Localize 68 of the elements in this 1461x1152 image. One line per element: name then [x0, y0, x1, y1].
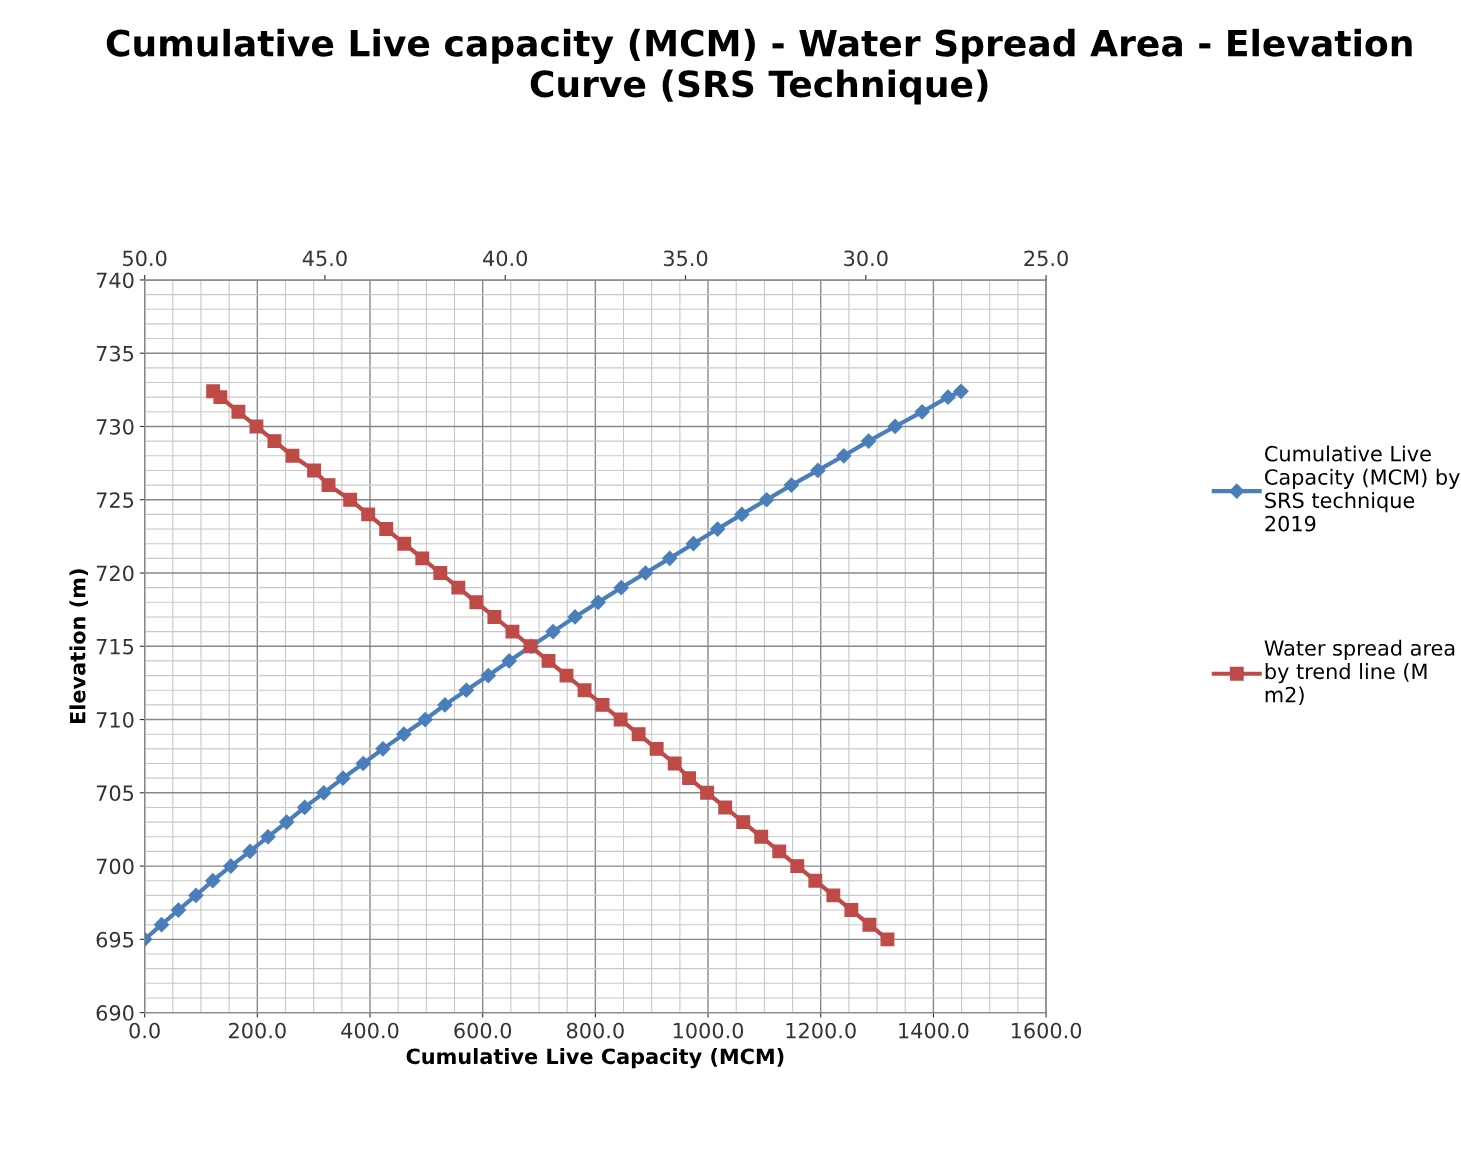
point	[953, 383, 969, 399]
point	[710, 521, 726, 537]
legend-label: Cumulative Live Capacity (MCM) by SRS technique 2019	[1265, 445, 1460, 532]
x-tick-label: 800.0	[566, 1022, 624, 1039]
x2-tick-label: 50.0	[123, 250, 167, 267]
x-tick-label: 200.0	[229, 1022, 286, 1039]
point	[759, 492, 775, 508]
y-axis-title: Elevation (m)	[69, 569, 89, 724]
point	[223, 858, 239, 874]
x-tick-label: 1600.0	[1011, 1022, 1082, 1039]
point	[335, 770, 351, 786]
y-tick-label: 710	[96, 711, 134, 728]
point	[887, 418, 903, 435]
point	[810, 462, 826, 479]
point	[685, 536, 701, 552]
point	[783, 477, 799, 493]
point	[260, 829, 276, 845]
chart-title: Cumulative Live capacity (MCM) - Water Spread Area - Elevation Curve (SRS Technique)	[106, 28, 1412, 105]
point	[458, 682, 474, 698]
legend-label: Water spread area by trend line (M m2)	[1264, 639, 1455, 705]
point	[861, 433, 877, 449]
point	[188, 887, 204, 903]
point	[316, 785, 332, 801]
y-tick-label: 690	[96, 1005, 134, 1021]
x2-tick-label: 45.0	[302, 250, 347, 267]
point	[205, 873, 221, 889]
x-tick-label: 0.0	[129, 1022, 160, 1039]
point	[914, 404, 930, 420]
point	[279, 814, 295, 830]
point	[170, 902, 187, 918]
point	[501, 653, 517, 669]
x-tick-label: 600.0	[454, 1022, 512, 1039]
x-axis-title: Cumulative Live Capacity (MCM)	[406, 1048, 784, 1069]
point	[662, 550, 678, 566]
x-tick-label: 1400.0	[899, 1022, 969, 1039]
point	[567, 609, 583, 625]
point	[355, 755, 371, 772]
point	[940, 389, 956, 405]
point	[417, 711, 433, 728]
x2-tick-label: 30.0	[844, 250, 888, 267]
point	[545, 624, 561, 640]
point	[396, 726, 412, 742]
y-tick-label: 700	[96, 858, 134, 875]
point	[734, 506, 750, 522]
y-tick-label: 735	[96, 345, 134, 362]
x-tick-label: 1000.0	[673, 1022, 744, 1039]
point	[242, 843, 258, 859]
point	[297, 799, 313, 816]
point	[836, 448, 852, 464]
x-tick-label: 400.0	[341, 1022, 399, 1039]
point	[613, 580, 629, 596]
point	[480, 668, 496, 684]
y-tick-label: 725	[96, 492, 134, 508]
point	[375, 741, 391, 757]
x2-tick-label: 35.0	[663, 250, 708, 267]
point	[590, 594, 606, 610]
point	[637, 565, 654, 581]
y-tick-label: 740	[96, 272, 134, 289]
y-tick-label: 730	[96, 418, 134, 435]
y-tick-label: 720	[96, 565, 134, 582]
point	[153, 917, 170, 933]
x2-tick-label: 40.0	[483, 250, 528, 267]
x-tick-label: 1200.0	[786, 1022, 856, 1039]
y-tick-label: 715	[96, 639, 134, 655]
x2-tick-label: 25.0	[1024, 250, 1068, 267]
y-tick-label: 705	[96, 785, 134, 802]
point	[437, 697, 453, 713]
y-tick-label: 695	[96, 931, 134, 948]
